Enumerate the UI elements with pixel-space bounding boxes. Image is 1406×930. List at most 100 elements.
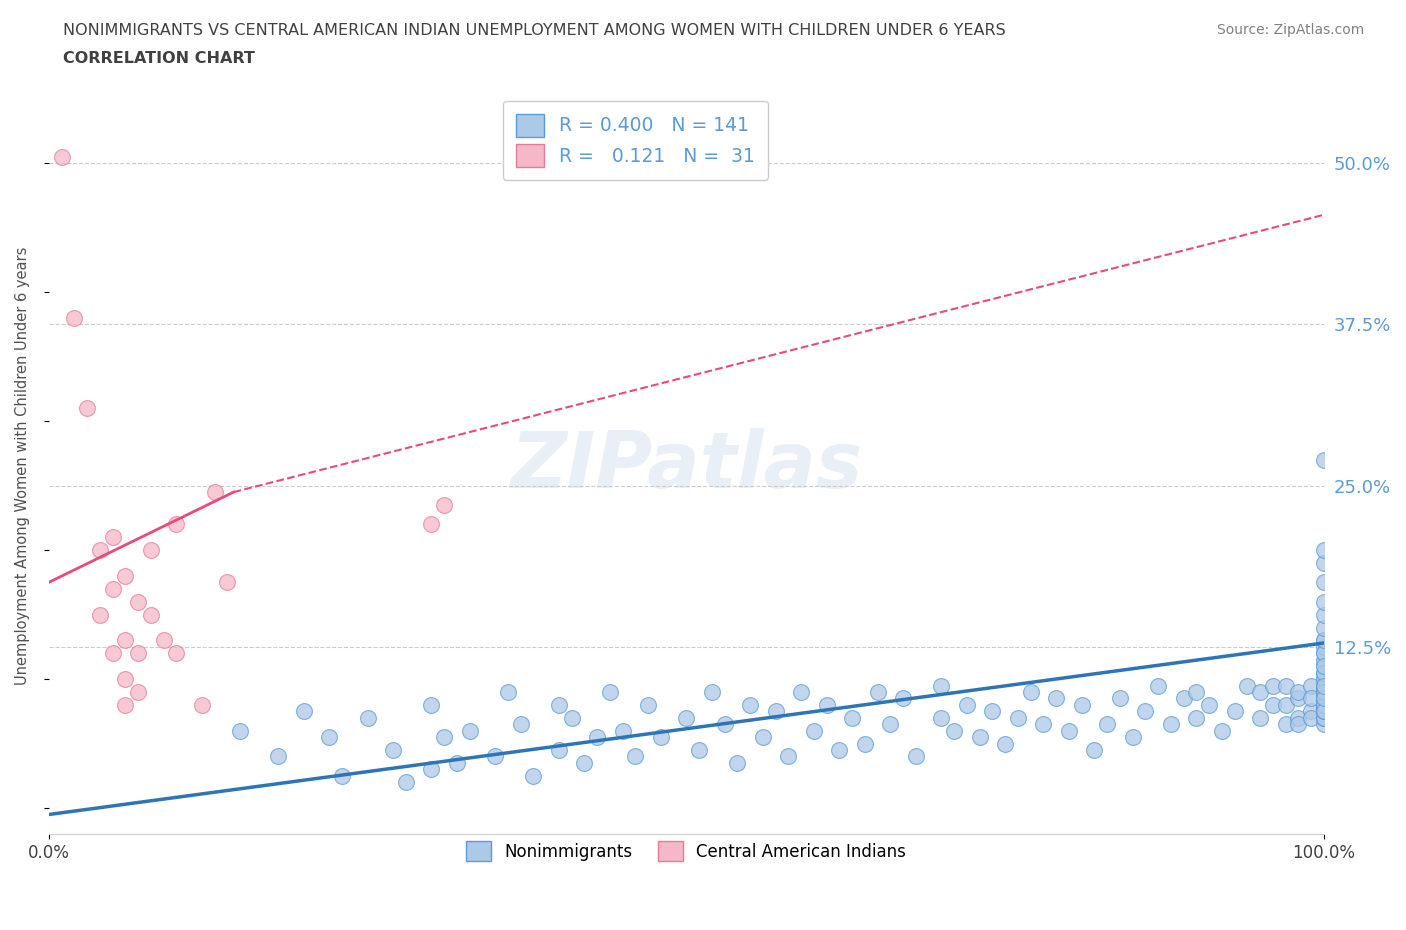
Point: [853, 737, 876, 751]
Point: [675, 711, 697, 725]
Point: [420, 698, 443, 712]
Point: [1032, 717, 1054, 732]
Point: [165, 645, 187, 660]
Point: [1313, 691, 1336, 706]
Point: [931, 711, 953, 725]
Point: [815, 698, 838, 712]
Point: [101, 581, 124, 596]
Point: [1313, 543, 1336, 558]
Point: [292, 704, 315, 719]
Point: [458, 724, 481, 738]
Point: [1313, 678, 1336, 693]
Point: [522, 768, 544, 783]
Point: [956, 698, 979, 712]
Point: [637, 698, 659, 712]
Point: [1160, 717, 1182, 732]
Point: [1236, 678, 1258, 693]
Point: [1313, 698, 1336, 712]
Point: [778, 749, 800, 764]
Point: [1313, 620, 1336, 635]
Point: [1274, 678, 1296, 693]
Point: [114, 698, 136, 712]
Point: [1313, 658, 1336, 673]
Point: [1313, 691, 1336, 706]
Point: [509, 717, 531, 732]
Point: [1185, 684, 1208, 699]
Point: [1301, 691, 1323, 706]
Point: [1313, 711, 1336, 725]
Point: [1019, 684, 1042, 699]
Point: [1095, 717, 1118, 732]
Point: [1313, 607, 1336, 622]
Point: [1313, 594, 1336, 609]
Point: [165, 517, 187, 532]
Point: [547, 698, 569, 712]
Point: [1313, 640, 1336, 655]
Point: [725, 755, 748, 770]
Point: [356, 711, 378, 725]
Point: [1313, 665, 1336, 680]
Point: [1313, 704, 1336, 719]
Point: [1249, 711, 1271, 725]
Point: [484, 749, 506, 764]
Point: [1313, 633, 1336, 648]
Point: [101, 645, 124, 660]
Point: [1313, 645, 1336, 660]
Point: [1286, 717, 1309, 732]
Text: CORRELATION CHART: CORRELATION CHART: [63, 51, 254, 66]
Point: [1313, 452, 1336, 467]
Point: [1313, 684, 1336, 699]
Point: [191, 698, 214, 712]
Point: [931, 678, 953, 693]
Point: [267, 749, 290, 764]
Point: [1313, 652, 1336, 667]
Point: [828, 742, 851, 757]
Point: [1286, 691, 1309, 706]
Point: [1286, 684, 1309, 699]
Y-axis label: Unemployment Among Women with Children Under 6 years: Unemployment Among Women with Children U…: [15, 247, 30, 685]
Point: [496, 684, 519, 699]
Point: [51, 150, 73, 165]
Point: [1083, 742, 1105, 757]
Point: [1007, 711, 1029, 725]
Point: [1313, 684, 1336, 699]
Point: [139, 543, 162, 558]
Point: [1173, 691, 1195, 706]
Point: [1274, 717, 1296, 732]
Point: [599, 684, 621, 699]
Point: [89, 607, 111, 622]
Point: [1108, 691, 1130, 706]
Point: [217, 575, 239, 590]
Point: [1313, 711, 1336, 725]
Point: [127, 645, 149, 660]
Point: [1313, 658, 1336, 673]
Point: [127, 594, 149, 609]
Point: [446, 755, 468, 770]
Point: [1286, 711, 1309, 725]
Point: [547, 742, 569, 757]
Point: [420, 517, 443, 532]
Point: [1211, 724, 1233, 738]
Point: [114, 633, 136, 648]
Point: [1261, 678, 1284, 693]
Point: [1223, 704, 1246, 719]
Point: [1313, 704, 1336, 719]
Point: [1313, 645, 1336, 660]
Point: [1147, 678, 1170, 693]
Point: [1313, 698, 1336, 712]
Point: [1313, 678, 1336, 693]
Point: [1313, 691, 1336, 706]
Point: [433, 730, 456, 745]
Text: ZIPatlas: ZIPatlas: [510, 429, 862, 504]
Point: [1070, 698, 1092, 712]
Point: [433, 498, 456, 512]
Point: [891, 691, 914, 706]
Point: [765, 704, 787, 719]
Point: [1122, 730, 1144, 745]
Point: [1249, 684, 1271, 699]
Point: [650, 730, 672, 745]
Point: [382, 742, 405, 757]
Point: [713, 717, 735, 732]
Point: [586, 730, 609, 745]
Legend: Nonimmigrants, Central American Indians: Nonimmigrants, Central American Indians: [458, 832, 914, 870]
